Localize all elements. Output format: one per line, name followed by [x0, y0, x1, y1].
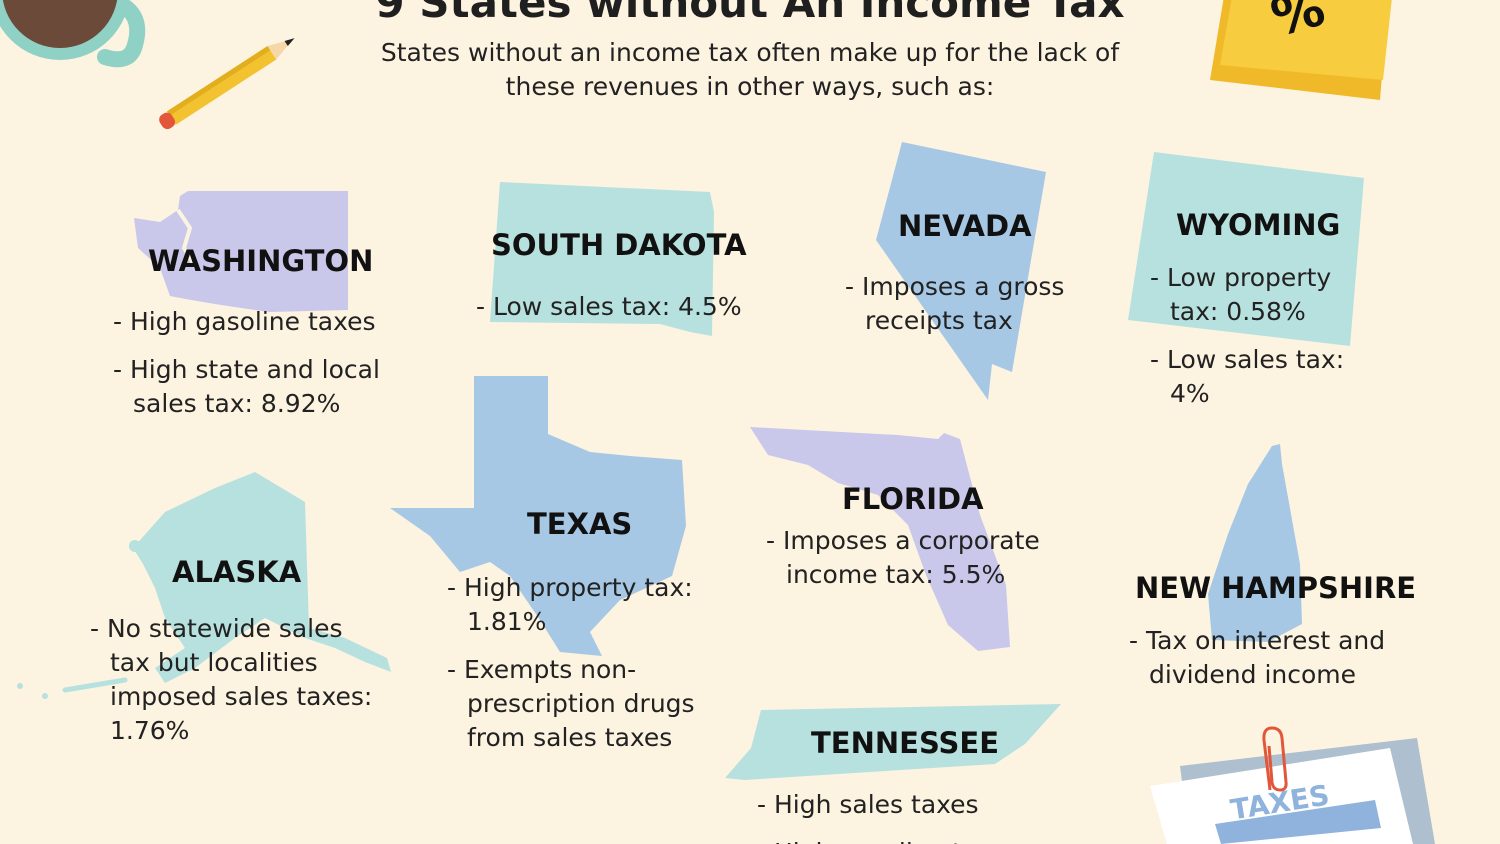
florida-bullet-1: Imposes a corporate income tax: 5.5% — [766, 524, 1066, 592]
washington-shape — [134, 191, 348, 312]
florida-shape — [750, 427, 1010, 651]
tennessee-bullet-2: High gasoline taxes — [757, 836, 1057, 844]
washington-bullet-1: High gasoline taxes — [113, 305, 413, 339]
wyoming-bullet-1: Low property tax: 0.58% — [1150, 261, 1360, 329]
pencil-icon — [159, 38, 295, 130]
nevada-notes: Imposes a gross receipts tax — [845, 270, 1095, 338]
new-hampshire-notes: Tax on interest and dividend income — [1129, 624, 1429, 692]
alaska-notes: No statewide sales tax but localities im… — [90, 612, 390, 748]
state-name-wyoming: WYOMING — [1176, 208, 1341, 242]
wyoming-notes: Low property tax: 0.58% Low sales tax: 4… — [1150, 261, 1360, 411]
texas-bullet-1: High property tax: 1.81% — [447, 571, 737, 639]
south-dakota-bullet-1: Low sales tax: 4.5% — [476, 290, 776, 324]
washington-bullet-2: High state and local sales tax: 8.92% — [113, 353, 413, 421]
state-name-washington: WASHINGTON — [148, 244, 374, 278]
paperclip-icon — [1262, 726, 1288, 792]
texas-bullet-2: Exempts non-prescription drugs from sale… — [447, 653, 737, 755]
state-name-nevada: NEVADA — [898, 209, 1032, 243]
page-subtitle: States without an income tax often make … — [380, 38, 1120, 101]
nevada-bullet-1: Imposes a gross receipts tax — [845, 270, 1095, 338]
new-hampshire-bullet-1: Tax on interest and dividend income — [1129, 624, 1429, 692]
new-hampshire-shape — [1208, 444, 1302, 642]
tennessee-notes: High sales taxes High gasoline taxes — [757, 788, 1057, 844]
south-dakota-notes: Low sales tax: 4.5% — [476, 290, 776, 324]
state-name-tennessee: TENNESSEE — [811, 726, 1000, 760]
texas-notes: High property tax: 1.81% Exempts non-pre… — [447, 571, 737, 755]
wyoming-bullet-2: Low sales tax: 4% — [1150, 343, 1360, 411]
tennessee-bullet-1: High sales taxes — [757, 788, 1057, 822]
state-name-texas: TEXAS — [527, 507, 633, 541]
tax-paper-icon: TAXES — [1150, 738, 1435, 844]
sticky-note-icon: % — [1210, 0, 1392, 100]
tennessee-shape — [725, 704, 1061, 780]
state-name-alaska: ALASKA — [172, 555, 302, 589]
coffee-mug-icon — [0, 0, 146, 68]
page-title: 9 States without An Income Tax — [375, 0, 1125, 27]
alaska-bullet-1: No statewide sales tax but localities im… — [90, 612, 390, 748]
state-name-new-hampshire: NEW HAMPSHIRE — [1135, 571, 1417, 605]
florida-notes: Imposes a corporate income tax: 5.5% — [766, 524, 1066, 592]
state-name-south-dakota: SOUTH DAKOTA — [491, 228, 747, 262]
state-name-florida: FLORIDA — [842, 482, 984, 516]
washington-notes: High gasoline taxes High state and local… — [113, 305, 413, 421]
